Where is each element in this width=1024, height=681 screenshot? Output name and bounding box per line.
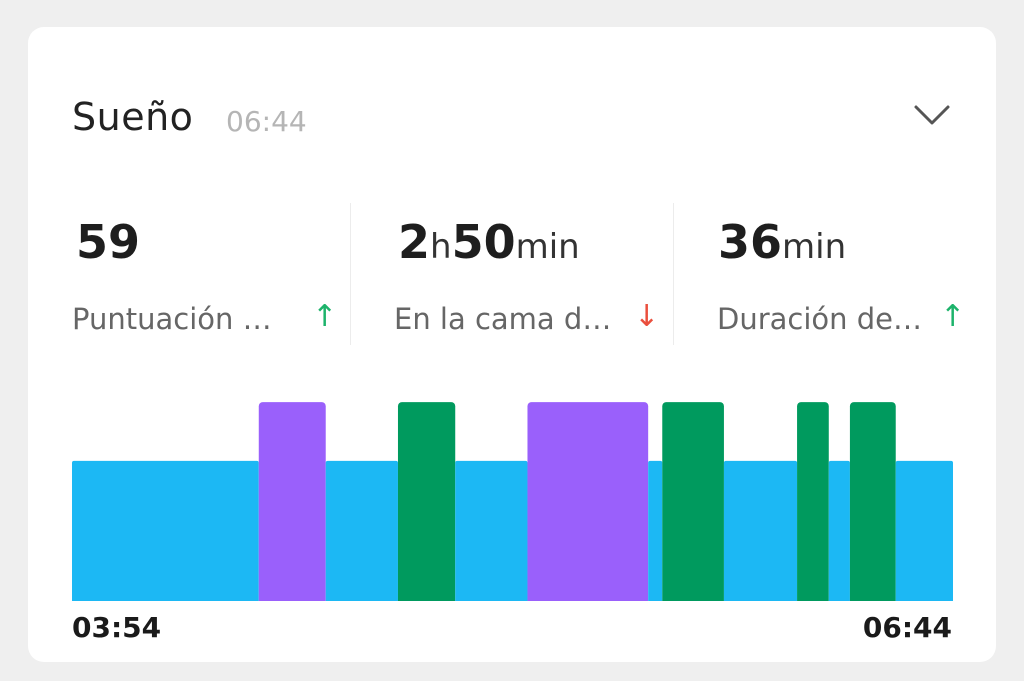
sleep-card: Sueño 06:44 59 Puntuación … ↑ 2h50min En…: [28, 27, 996, 662]
sleep-segment-deep: [849, 402, 896, 601]
sleep-segment-deep: [397, 402, 456, 601]
sleep-stages-chart: [72, 402, 953, 601]
sleep-segment-light: [455, 460, 528, 601]
card-time: 06:44: [226, 105, 307, 138]
stat-duration-unit: min: [782, 227, 847, 267]
card-title: Sueño: [72, 95, 194, 139]
stat-duration-value: 36min: [718, 215, 846, 269]
sleep-segment-light: [828, 460, 850, 601]
stat-score[interactable]: 59 Puntuación … ↑: [72, 187, 346, 347]
stat-hours-unit: h: [430, 227, 452, 267]
stat-duration[interactable]: 36min Duración de… ↑: [717, 187, 978, 347]
sleep-segment-deep: [797, 402, 829, 601]
divider: [350, 203, 351, 345]
sleep-segment-light: [895, 460, 953, 601]
chart-end-time: 06:44: [862, 611, 952, 644]
stat-hours-number: 2: [398, 215, 431, 269]
sleep-segment-light: [72, 460, 259, 601]
sleep-segment-deep: [662, 402, 724, 601]
stat-time-in-bed-value: 2h50min: [398, 215, 580, 269]
arrow-up-icon: ↑: [940, 299, 966, 334]
stat-score-number: 59: [76, 215, 141, 269]
chart-start-time: 03:54: [72, 611, 162, 644]
stat-minutes-number: 50: [451, 215, 516, 269]
chevron-down-icon[interactable]: [912, 95, 952, 135]
arrow-up-icon: ↑: [312, 299, 338, 334]
sleep-segment-light: [325, 460, 398, 601]
stat-score-value: 59: [76, 215, 140, 269]
arrow-down-icon: ↓: [634, 299, 660, 334]
sleep-segment-light: [648, 460, 663, 601]
stat-score-label: Puntuación …: [72, 302, 272, 336]
stat-minutes-unit: min: [515, 227, 580, 267]
stat-duration-label: Duración de…: [717, 302, 922, 336]
sleep-segment-light: [723, 460, 798, 601]
sleep-segment-rem: [527, 402, 649, 601]
sleep-segment-rem: [258, 402, 326, 601]
stat-time-in-bed[interactable]: 2h50min En la cama d… ↓: [394, 187, 668, 347]
stat-duration-number: 36: [718, 215, 783, 269]
divider: [673, 203, 674, 345]
stat-time-in-bed-label: En la cama d…: [394, 302, 612, 336]
